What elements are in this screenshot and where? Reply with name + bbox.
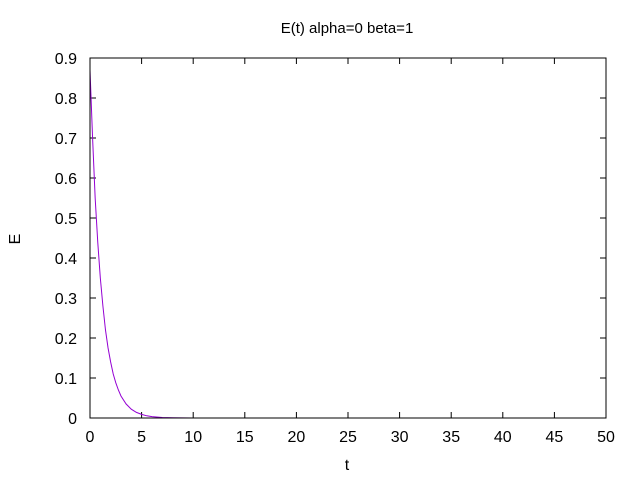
y-tick-label: 0.3 <box>55 291 77 308</box>
x-tick-label: 15 <box>236 429 254 446</box>
x-tick-label: 40 <box>494 429 512 446</box>
plot-frame <box>89 57 607 419</box>
x-tick-label: 20 <box>288 429 306 446</box>
x-axis-label: t <box>345 457 350 474</box>
x-tick-label: 0 <box>86 429 95 446</box>
y-axis-ticks: 0 0.1 0.2 0.3 0.4 0.5 0.6 0.7 0.8 0.9 <box>55 51 606 428</box>
chart-title: E(t) alpha=0 beta=1 <box>281 20 414 37</box>
y-tick-label: 0.2 <box>55 331 77 348</box>
x-tick-label: 25 <box>339 429 357 446</box>
y-tick-label: 0.6 <box>55 171 77 188</box>
y-tick-label: 0.7 <box>55 131 77 148</box>
y-tick-label: 0.5 <box>55 211 77 228</box>
x-tick-label: 50 <box>597 429 615 446</box>
x-tick-label: 30 <box>391 429 409 446</box>
x-tick-label: 45 <box>546 429 564 446</box>
y-tick-label: 0.4 <box>55 251 77 268</box>
y-axis-label: E <box>7 234 24 245</box>
y-tick-label: 0.9 <box>55 51 77 68</box>
x-tick-label: 5 <box>137 429 146 446</box>
y-tick-label: 0.8 <box>55 91 77 108</box>
x-axis-ticks: 0 5 10 15 20 25 30 35 40 45 50 <box>86 58 615 446</box>
x-tick-label: 35 <box>442 429 460 446</box>
series-layer <box>89 69 255 419</box>
y-tick-label: 0 <box>68 411 77 428</box>
x-tick-label: 10 <box>184 429 202 446</box>
series-line <box>89 69 255 419</box>
y-tick-label: 0.1 <box>55 371 77 388</box>
